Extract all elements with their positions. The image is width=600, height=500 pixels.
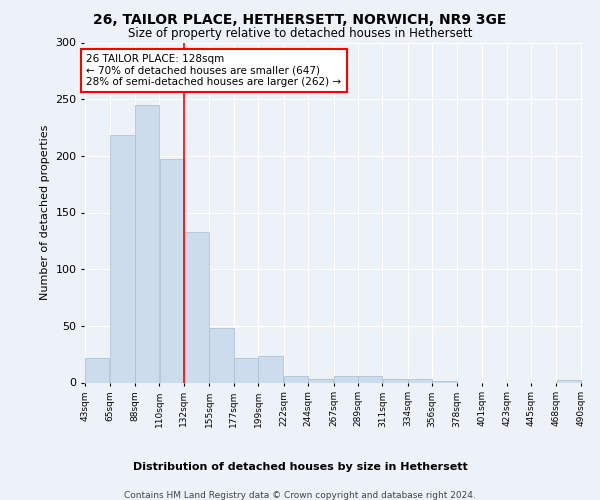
Bar: [383, 379, 408, 382]
Bar: [284, 376, 308, 382]
Bar: [358, 376, 382, 382]
Text: Size of property relative to detached houses in Hethersett: Size of property relative to detached ho…: [128, 28, 472, 40]
Bar: [184, 232, 209, 382]
Bar: [209, 328, 233, 382]
Y-axis label: Number of detached properties: Number of detached properties: [40, 125, 50, 300]
Text: Distribution of detached houses by size in Hethersett: Distribution of detached houses by size …: [133, 462, 467, 472]
Bar: [135, 105, 159, 382]
Text: Contains HM Land Registry data © Crown copyright and database right 2024.
Contai: Contains HM Land Registry data © Crown c…: [103, 491, 497, 500]
Text: 26, TAILOR PLACE, HETHERSETT, NORWICH, NR9 3GE: 26, TAILOR PLACE, HETHERSETT, NORWICH, N…: [94, 12, 506, 26]
Bar: [557, 380, 581, 382]
Bar: [334, 376, 358, 382]
Bar: [160, 159, 184, 382]
Bar: [408, 379, 432, 382]
Bar: [308, 379, 334, 382]
Text: 26 TAILOR PLACE: 128sqm
← 70% of detached houses are smaller (647)
28% of semi-d: 26 TAILOR PLACE: 128sqm ← 70% of detache…: [86, 54, 341, 87]
Bar: [85, 358, 109, 382]
Bar: [110, 136, 135, 382]
Bar: [234, 358, 258, 382]
Bar: [259, 356, 283, 382]
